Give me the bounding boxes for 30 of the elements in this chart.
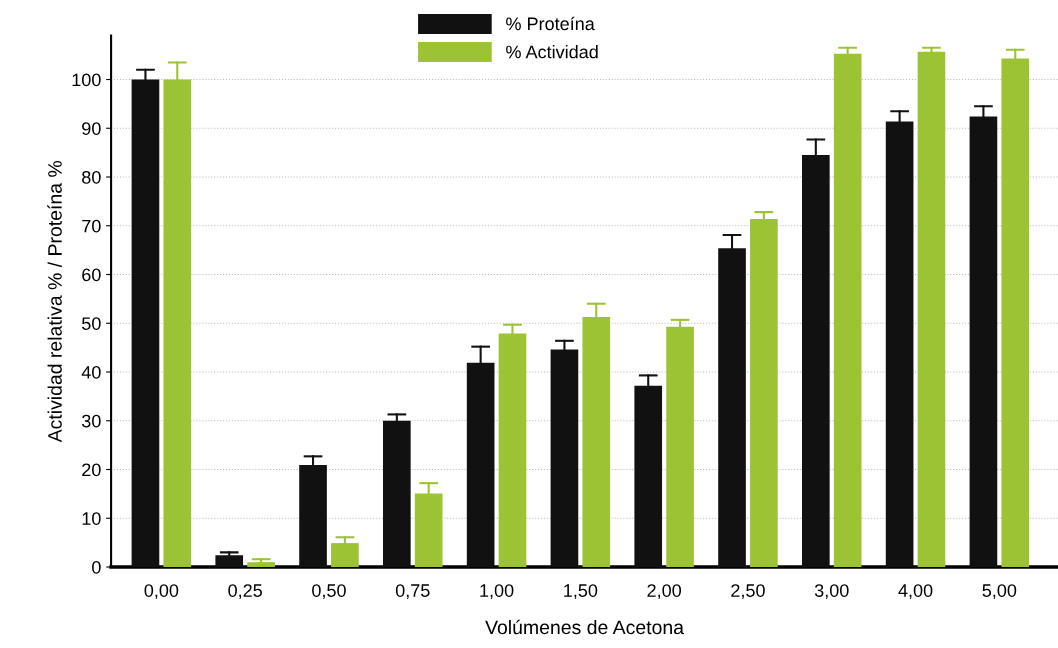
x-tick-label: 1,50 — [564, 584, 598, 600]
y-tick-label: 30 — [81, 414, 101, 428]
y-tick-label: 80 — [82, 170, 101, 184]
y-tick-label: 100 — [72, 73, 101, 87]
x-tick-label: 0,50 — [312, 584, 346, 600]
y-tick-label: 10 — [82, 512, 101, 525]
bar — [917, 51, 946, 567]
legend-label: % Actividad — [506, 45, 598, 59]
y-axis-title: Actividad relativa % / Proteína % — [47, 160, 62, 443]
y-tick-label: 40 — [81, 365, 101, 379]
bar — [215, 555, 244, 567]
bar — [247, 562, 275, 567]
x-tick-label: 2,50 — [731, 584, 765, 600]
y-tick-label: 50 — [82, 317, 101, 330]
y-tick-label: 20 — [82, 463, 101, 477]
x-tick-label: 1,00 — [480, 584, 514, 600]
y-tick-label: 60 — [82, 268, 101, 282]
legend-label: % Proteína — [506, 16, 595, 31]
x-tick-label: 0,75 — [395, 584, 430, 600]
x-tick-label: 0,00 — [144, 584, 179, 600]
x-tick-label: 2,00 — [647, 584, 682, 600]
x-tick-label: 0,25 — [228, 584, 262, 600]
y-tick-label: 0 — [92, 560, 101, 574]
x-axis-title: Volúmenes de Acetona — [485, 619, 685, 635]
x-tick-label: 4,00 — [898, 584, 933, 600]
y-tick-label: 90 — [82, 122, 101, 135]
y-tick-label: 70 — [82, 219, 101, 233]
x-tick-label: 3,00 — [814, 584, 849, 600]
x-tick-label: 5,00 — [982, 584, 1017, 600]
bar — [833, 53, 862, 567]
